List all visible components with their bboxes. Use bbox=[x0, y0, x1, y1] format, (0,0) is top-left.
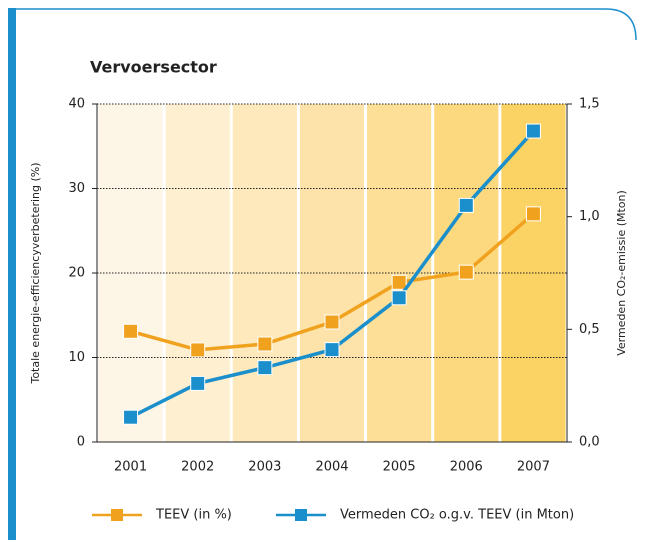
marker bbox=[458, 197, 474, 213]
chart-title: Vervoersector bbox=[90, 58, 217, 77]
marker bbox=[525, 206, 541, 222]
y-tick-label: 0 bbox=[77, 435, 85, 450]
y-tick-label: 40 bbox=[68, 97, 85, 112]
marker bbox=[257, 360, 273, 376]
x-tick-label: 2005 bbox=[383, 460, 416, 475]
y-axis-title: Totale energie-efficiencyverbetering (%) bbox=[29, 162, 42, 384]
marker bbox=[324, 314, 340, 330]
y2-tick-label: 1,5 bbox=[579, 97, 600, 112]
x-tick-label: 2006 bbox=[450, 460, 483, 475]
marker bbox=[190, 342, 206, 358]
marker bbox=[257, 336, 273, 352]
y2-tick-label: 0,0 bbox=[579, 435, 600, 450]
x-tick-label: 2002 bbox=[181, 460, 214, 475]
y-tick-label: 10 bbox=[68, 350, 85, 365]
side-bar bbox=[8, 8, 16, 540]
y-tick-label: 30 bbox=[68, 181, 85, 196]
y2-axis-title: Vermeden CO₂-emissie (Mton) bbox=[615, 190, 628, 356]
legend-marker bbox=[111, 509, 123, 521]
x-tick-label: 2001 bbox=[114, 460, 147, 475]
marker bbox=[525, 123, 541, 139]
marker bbox=[391, 290, 407, 306]
column-band bbox=[367, 104, 432, 442]
marker bbox=[190, 375, 206, 391]
x-tick-label: 2007 bbox=[517, 460, 550, 475]
marker bbox=[123, 323, 139, 339]
legend-marker bbox=[295, 509, 307, 521]
frame bbox=[16, 8, 637, 41]
marker bbox=[324, 342, 340, 358]
y2-tick-label: 1,0 bbox=[579, 209, 600, 224]
x-tick-label: 2003 bbox=[248, 460, 281, 475]
legend-label: TEEV (in %) bbox=[155, 508, 232, 523]
marker bbox=[391, 274, 407, 290]
legend-label: Vermeden CO₂ o.g.v. TEEV (in Mton) bbox=[340, 508, 574, 523]
x-tick-label: 2004 bbox=[315, 460, 348, 475]
y2-tick-label: 0,5 bbox=[579, 322, 600, 337]
y-tick-label: 20 bbox=[68, 266, 85, 281]
marker bbox=[123, 409, 139, 425]
marker bbox=[458, 264, 474, 280]
